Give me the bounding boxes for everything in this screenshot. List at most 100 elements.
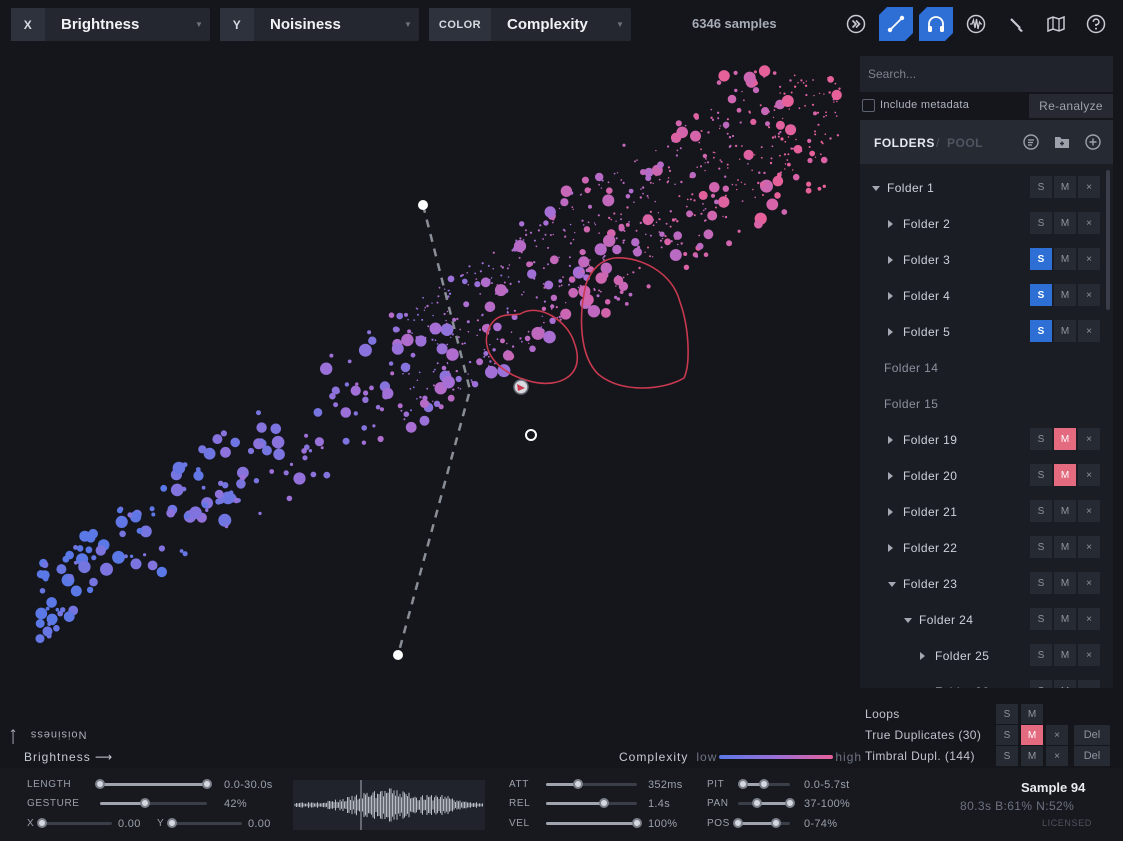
sample-point[interactable]: [708, 214, 710, 217]
sample-point[interactable]: [476, 319, 479, 322]
sample-point[interactable]: [452, 388, 455, 391]
sample-point[interactable]: [774, 192, 781, 199]
sample-point[interactable]: [546, 332, 548, 335]
sample-point[interactable]: [620, 229, 623, 232]
sample-point[interactable]: [442, 375, 455, 389]
sample-point[interactable]: [492, 348, 496, 352]
sample-point[interactable]: [838, 87, 841, 90]
sample-point[interactable]: [597, 214, 600, 217]
sample-point[interactable]: [402, 372, 404, 375]
sample-point[interactable]: [86, 586, 94, 594]
sample-point[interactable]: [78, 560, 91, 574]
sample-point[interactable]: [636, 248, 639, 251]
color-axis-select[interactable]: COLOR Complexity ▼: [429, 8, 631, 41]
sample-point[interactable]: [500, 287, 503, 290]
sample-point[interactable]: [776, 172, 782, 178]
sample-point[interactable]: [302, 455, 308, 461]
solo-button[interactable]: S: [1030, 212, 1052, 234]
sample-point[interactable]: [678, 195, 681, 198]
waveform-display[interactable]: [293, 780, 485, 830]
sample-point[interactable]: [613, 212, 616, 215]
remove-button[interactable]: ×: [1078, 212, 1100, 234]
sample-point[interactable]: [832, 98, 835, 101]
sample-point[interactable]: [404, 313, 408, 316]
mute-button[interactable]: M: [1054, 320, 1076, 342]
sample-point[interactable]: [129, 554, 134, 558]
sample-point[interactable]: [202, 502, 208, 508]
sample-point[interactable]: [811, 103, 815, 106]
sample-point[interactable]: [670, 132, 682, 143]
sample-point[interactable]: [552, 221, 554, 224]
sample-point[interactable]: [564, 235, 567, 238]
sample-point[interactable]: [522, 239, 525, 241]
pos-slider[interactable]: [733, 818, 790, 828]
sample-point[interactable]: [618, 223, 625, 230]
include-metadata-checkbox[interactable]: [862, 99, 875, 112]
sample-point[interactable]: [409, 388, 412, 390]
sample-point[interactable]: [626, 273, 629, 276]
sample-point[interactable]: [578, 256, 590, 268]
sample-point[interactable]: [258, 438, 264, 444]
folder-scrollbar[interactable]: [1106, 170, 1110, 310]
sample-point[interactable]: [76, 545, 84, 552]
sample-point[interactable]: [447, 275, 455, 283]
sample-point[interactable]: [804, 104, 806, 107]
sample-point[interactable]: [834, 82, 837, 85]
sample-point[interactable]: [710, 116, 713, 120]
sample-point[interactable]: [447, 394, 455, 402]
sample-point[interactable]: [731, 134, 735, 138]
sample-point[interactable]: [304, 433, 309, 438]
sample-point[interactable]: [323, 471, 331, 479]
sample-point[interactable]: [224, 524, 229, 529]
sample-point[interactable]: [446, 310, 449, 313]
sample-point[interactable]: [39, 588, 46, 594]
sample-point[interactable]: [777, 178, 779, 180]
sample-point[interactable]: [119, 530, 126, 538]
sample-point[interactable]: [836, 100, 838, 103]
sample-point[interactable]: [415, 335, 427, 347]
sample-point[interactable]: [329, 392, 336, 400]
sample-point[interactable]: [550, 308, 553, 310]
sample-point[interactable]: [786, 159, 789, 161]
sample-point[interactable]: [680, 242, 683, 245]
lasso-selection[interactable]: [580, 257, 689, 389]
folder-row[interactable]: Folder 24 S M ×: [860, 602, 1106, 638]
sample-point[interactable]: [706, 161, 710, 164]
sample-point[interactable]: [741, 200, 744, 203]
sample-point[interactable]: [542, 283, 545, 285]
sample-point[interactable]: [636, 240, 639, 242]
sample-point[interactable]: [568, 256, 571, 259]
sample-point[interactable]: [583, 226, 591, 233]
sample-point[interactable]: [397, 403, 403, 409]
sample-point[interactable]: [55, 607, 60, 612]
sample-point[interactable]: [486, 323, 489, 326]
sample-point[interactable]: [619, 290, 624, 294]
sample-point[interactable]: [765, 121, 770, 127]
length-max-handle[interactable]: [202, 779, 212, 789]
sample-point[interactable]: [452, 317, 457, 322]
sample-point[interactable]: [528, 342, 530, 344]
sample-point[interactable]: [772, 71, 777, 75]
sample-point[interactable]: [549, 234, 552, 236]
sample-point[interactable]: [774, 136, 777, 139]
solo-button[interactable]: S: [1030, 248, 1052, 270]
sample-point[interactable]: [726, 132, 729, 135]
sample-point[interactable]: [421, 318, 424, 321]
sample-point[interactable]: [602, 258, 605, 261]
sample-point[interactable]: [674, 183, 676, 186]
sample-point[interactable]: [690, 130, 701, 142]
sample-point[interactable]: [675, 154, 679, 157]
sample-point[interactable]: [500, 265, 503, 268]
pit-slider[interactable]: [738, 779, 790, 789]
sample-point[interactable]: [699, 195, 702, 198]
sample-point[interactable]: [400, 313, 403, 316]
sample-point[interactable]: [686, 198, 689, 201]
sample-point[interactable]: [700, 130, 703, 132]
sample-point[interactable]: [703, 252, 709, 257]
solo-button[interactable]: S: [1030, 644, 1052, 666]
solo-button[interactable]: S: [1030, 608, 1052, 630]
sample-point[interactable]: [562, 276, 564, 278]
sample-point[interactable]: [569, 242, 573, 245]
sample-point[interactable]: [418, 371, 421, 374]
sample-point[interactable]: [762, 194, 764, 196]
